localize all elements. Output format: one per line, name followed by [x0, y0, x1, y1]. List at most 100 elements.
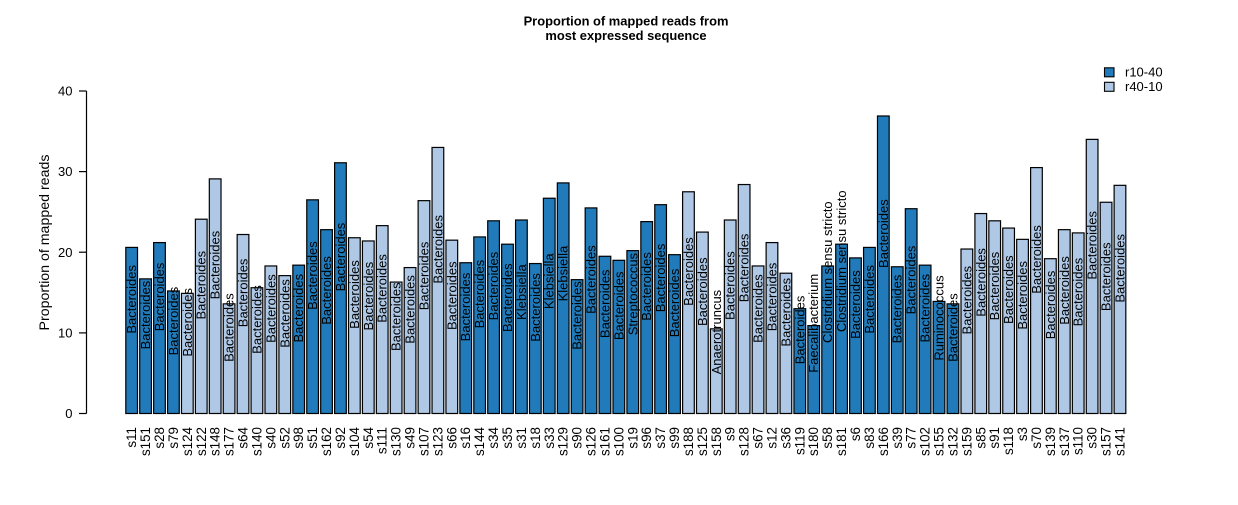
svg-text:10: 10 — [58, 326, 72, 341]
svg-text:Bacteroides: Bacteroides — [1099, 242, 1114, 311]
svg-text:s128: s128 — [737, 427, 752, 456]
svg-text:Proportion of mapped reads: Proportion of mapped reads — [37, 155, 53, 331]
svg-text:Clostridium sensu stricto: Clostridium sensu stricto — [834, 190, 849, 332]
svg-text:Bacteroides: Bacteroides — [987, 251, 1002, 320]
svg-text:Bacteroides: Bacteroides — [1071, 257, 1086, 326]
svg-text:s139: s139 — [1043, 427, 1058, 456]
svg-text:s123: s123 — [430, 427, 445, 456]
svg-text:s6: s6 — [848, 427, 863, 441]
svg-text:s162: s162 — [319, 427, 334, 456]
svg-text:Bacteroides: Bacteroides — [667, 268, 682, 337]
svg-text:s40: s40 — [263, 427, 278, 449]
svg-text:Proportion of mapped reads fro: Proportion of mapped reads from — [524, 14, 729, 29]
svg-text:s157: s157 — [1099, 427, 1114, 456]
svg-text:s110: s110 — [1071, 427, 1086, 455]
svg-text:s119: s119 — [792, 427, 807, 455]
svg-text:Ruminococcus: Ruminococcus — [932, 275, 947, 361]
svg-text:s52: s52 — [277, 427, 292, 449]
svg-text:Bacteroides: Bacteroides — [305, 241, 320, 310]
svg-text:Faecalibacterium: Faecalibacterium — [806, 274, 821, 373]
svg-text:s141: s141 — [1112, 427, 1127, 456]
svg-text:s132: s132 — [945, 427, 960, 456]
svg-text:s16: s16 — [458, 427, 473, 449]
svg-text:Bacteroides: Bacteroides — [904, 245, 919, 314]
svg-text:s151: s151 — [138, 427, 153, 456]
svg-text:Bacteroides: Bacteroides — [152, 262, 167, 331]
svg-text:Bacteroides: Bacteroides — [458, 272, 473, 341]
svg-text:s12: s12 — [764, 427, 779, 449]
svg-text:Bacteroides: Bacteroides — [222, 293, 237, 362]
svg-text:Bacteroides: Bacteroides — [792, 295, 807, 364]
svg-text:Bacteroides: Bacteroides — [291, 273, 306, 342]
svg-text:s129: s129 — [556, 427, 571, 456]
svg-text:s58: s58 — [820, 427, 835, 449]
svg-text:Bacteroides: Bacteroides — [597, 269, 612, 338]
svg-text:Bacteroides: Bacteroides — [333, 222, 348, 291]
svg-text:s77: s77 — [904, 427, 919, 449]
svg-text:Bacteroides: Bacteroides — [737, 233, 752, 302]
svg-text:Klebsiella: Klebsiella — [556, 245, 571, 301]
svg-text:s99: s99 — [667, 427, 682, 449]
svg-text:s140: s140 — [249, 427, 264, 456]
svg-text:Bacteroides: Bacteroides — [918, 273, 933, 342]
svg-text:Klebsiella: Klebsiella — [542, 253, 557, 309]
svg-text:Bacteroides: Bacteroides — [945, 293, 960, 362]
svg-text:Bacteroides: Bacteroides — [500, 263, 515, 332]
svg-text:s37: s37 — [653, 427, 668, 449]
svg-text:Bacteroides: Bacteroides — [653, 243, 668, 312]
svg-text:s36: s36 — [778, 427, 793, 449]
svg-text:Anaerotruncus: Anaerotruncus — [709, 289, 724, 374]
svg-text:s107: s107 — [416, 427, 431, 456]
svg-text:s35: s35 — [500, 427, 515, 449]
svg-text:s188: s188 — [681, 427, 696, 456]
svg-text:Bacteroides: Bacteroides — [375, 254, 390, 323]
svg-text:s96: s96 — [639, 427, 654, 449]
svg-text:s130: s130 — [389, 427, 404, 456]
svg-text:s9: s9 — [723, 427, 738, 441]
svg-text:Streptococcus: Streptococcus — [625, 252, 640, 335]
svg-text:Bacteroides: Bacteroides — [1043, 270, 1058, 339]
svg-text:Bacteroides: Bacteroides — [890, 274, 905, 343]
svg-text:s51: s51 — [305, 427, 320, 449]
svg-text:Bacteroides: Bacteroides — [1057, 256, 1072, 325]
svg-text:s91: s91 — [987, 427, 1002, 449]
svg-text:s118: s118 — [1001, 427, 1016, 455]
svg-text:Bacteroides: Bacteroides — [611, 271, 626, 340]
svg-text:Bacteroides: Bacteroides — [723, 251, 738, 320]
svg-text:s180: s180 — [806, 427, 821, 456]
svg-text:Bacteroides: Bacteroides — [472, 259, 487, 328]
svg-text:Bacteroides: Bacteroides — [1085, 210, 1100, 279]
svg-text:s90: s90 — [570, 427, 585, 449]
svg-text:s49: s49 — [403, 427, 418, 449]
svg-text:Bacteroides: Bacteroides — [166, 286, 181, 355]
svg-text:s124: s124 — [180, 426, 195, 456]
svg-text:s18: s18 — [528, 427, 543, 449]
svg-text:Bacteroides: Bacteroides — [444, 261, 459, 330]
svg-text:s70: s70 — [1029, 427, 1044, 449]
svg-text:s33: s33 — [542, 427, 557, 449]
svg-text:Bacteroides: Bacteroides — [319, 256, 334, 325]
svg-text:Bacteroides: Bacteroides — [180, 287, 195, 356]
svg-text:r40-10: r40-10 — [1125, 79, 1163, 94]
svg-text:Bacteroides: Bacteroides — [1029, 225, 1044, 294]
svg-text:Bacteroides: Bacteroides — [236, 258, 251, 327]
svg-text:Bacteroides: Bacteroides — [389, 282, 404, 351]
svg-text:0: 0 — [65, 406, 72, 421]
svg-text:30: 30 — [58, 164, 72, 179]
svg-text:Bacteroides: Bacteroides — [570, 281, 585, 350]
svg-text:s98: s98 — [291, 427, 306, 449]
svg-text:s39: s39 — [890, 427, 905, 449]
svg-text:Bacteroides: Bacteroides — [277, 279, 292, 348]
svg-text:Bacteroides: Bacteroides — [249, 285, 264, 354]
svg-text:Bacteroides: Bacteroides — [403, 275, 418, 344]
svg-text:Clostridium sensu stricto: Clostridium sensu stricto — [820, 201, 835, 343]
svg-text:Bacteroides: Bacteroides — [778, 277, 793, 346]
svg-text:Klebsiella: Klebsiella — [514, 264, 529, 320]
svg-text:Bacteroides: Bacteroides — [528, 273, 543, 342]
svg-text:s144: s144 — [472, 426, 487, 456]
svg-text:Bacteroides: Bacteroides — [361, 261, 376, 330]
svg-text:s3: s3 — [1015, 427, 1030, 441]
svg-text:most expressed sequence: most expressed sequence — [545, 28, 706, 43]
svg-text:s28: s28 — [152, 427, 167, 449]
svg-text:Bacteroides: Bacteroides — [959, 265, 974, 334]
